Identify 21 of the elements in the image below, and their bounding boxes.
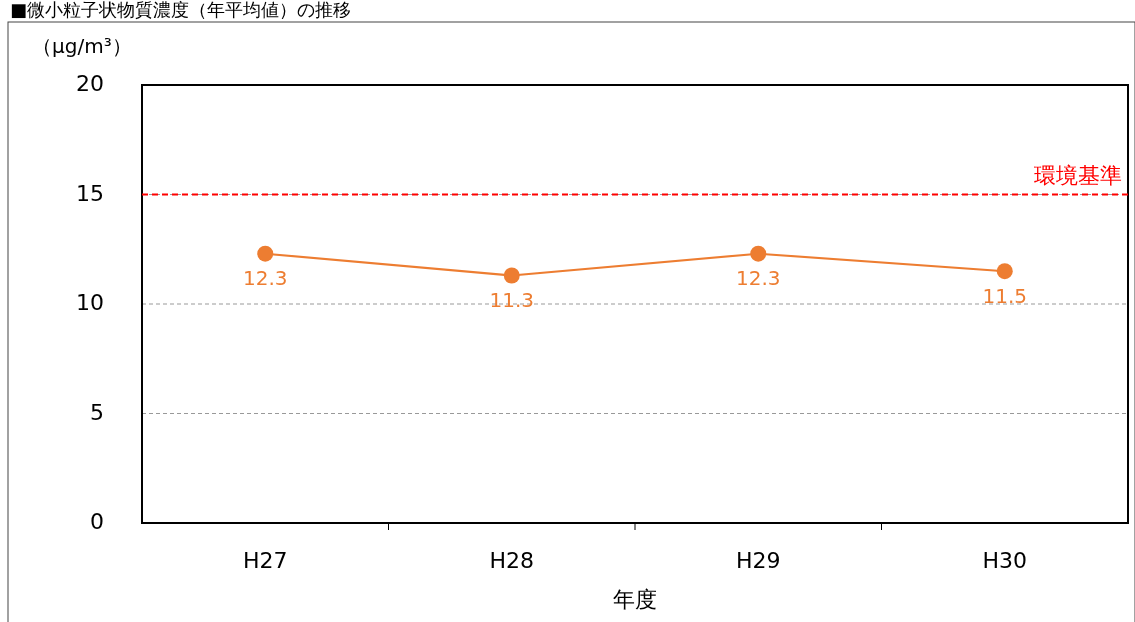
y-tick-label: 0 [90, 509, 104, 534]
y-tick-label: 20 [76, 71, 104, 96]
point [257, 245, 274, 262]
data-label: 12.3 [242, 266, 288, 291]
y-tick-label: 15 [76, 180, 104, 206]
point [996, 263, 1013, 280]
data-label: 11.5 [982, 283, 1028, 308]
x-axis-title: 年度 [613, 587, 657, 612]
y-tick-label: 5 [90, 399, 104, 425]
chart-title: ■微小粒子状物質濃度（年平均値）の推移 [10, 0, 352, 20]
x-tick-label: H30 [982, 548, 1028, 573]
point [503, 267, 520, 284]
x-tick-label: H28 [489, 548, 535, 573]
data-label: 12.3 [735, 266, 781, 291]
y-tick-label: 10 [76, 290, 104, 315]
data-label: 11.3 [489, 288, 535, 313]
point [750, 245, 767, 262]
x-tick-label: H27 [242, 548, 288, 573]
ref-line-label: 環境基準 [1034, 162, 1122, 188]
x-tick-label: H29 [735, 548, 781, 573]
y-axis-title: （μg/m³） [32, 33, 132, 58]
